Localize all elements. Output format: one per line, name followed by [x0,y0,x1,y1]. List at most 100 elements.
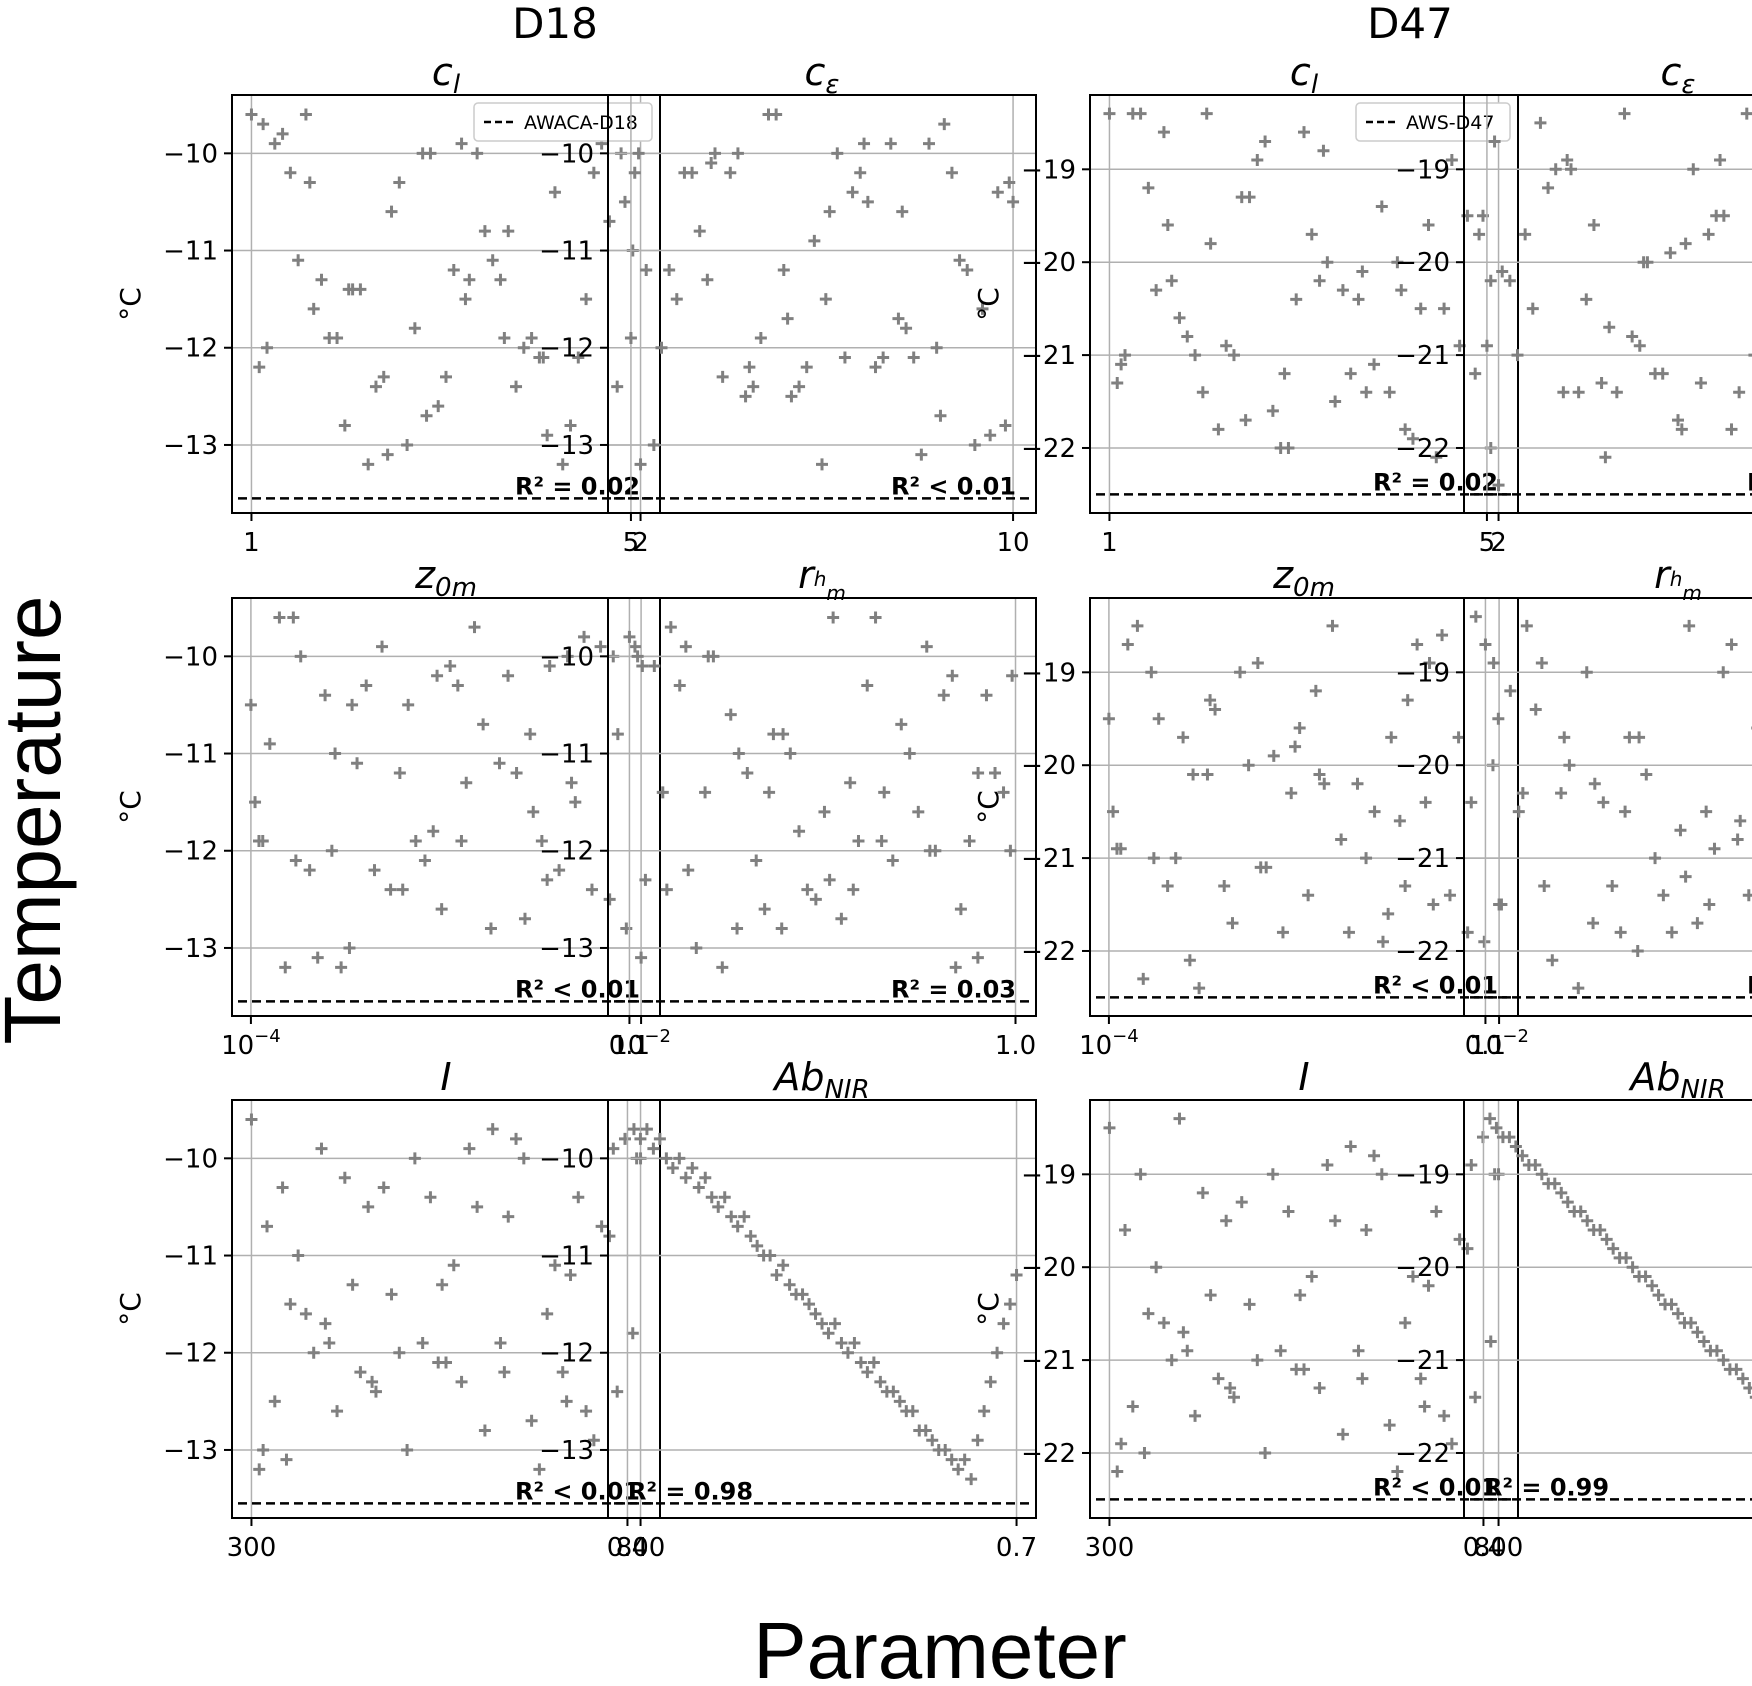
data-point [1581,1214,1594,1227]
data-point [1702,228,1715,241]
data-point [1445,1437,1458,1450]
data-point [869,361,882,374]
data-point [484,922,497,935]
data-point [268,1395,281,1408]
data-point [1452,731,1465,744]
data-point [1620,1251,1633,1264]
y-tick-label: −10 [163,642,218,672]
data-point [1637,256,1650,269]
data-point [1626,330,1639,343]
data-point [543,660,556,673]
data-point [343,941,356,954]
data-point [498,1366,511,1379]
y-tick-label: −20 [1395,1253,1450,1283]
data-point [1438,302,1451,315]
data-point [1226,917,1239,930]
data-point [841,1346,854,1359]
data-point [972,766,985,779]
data-point [978,1405,991,1418]
data-point [692,1181,705,1194]
data-point [486,254,499,267]
data-point [785,390,798,403]
data-point [1196,386,1209,399]
data-point [796,1288,809,1301]
x-tick-label: 2 [632,528,649,558]
data-point [1165,274,1178,287]
data-point [1220,1214,1233,1227]
data-point [624,332,637,345]
data-point [284,166,297,179]
data-point [1161,879,1174,892]
data-point [900,322,913,335]
data-point [639,873,652,886]
data-point [1293,722,1306,735]
data-point [477,718,490,731]
axes-frame [231,94,661,514]
data-point [1317,144,1330,157]
panel-y-unit: °C [114,1292,147,1326]
data-point [1725,423,1738,436]
data-point [1212,423,1225,436]
data-point [647,1142,660,1155]
axes-frame [1089,1099,1519,1519]
data-point [257,1443,270,1456]
data-point [738,1210,751,1223]
data-point [280,1453,293,1466]
data-point [498,332,511,345]
data-point [1111,376,1124,389]
data-point [524,728,537,741]
data-point [705,157,718,170]
data-point [1003,176,1016,189]
data-point [273,611,286,624]
data-point [854,166,867,179]
data-point [303,176,316,189]
data-point [560,1395,573,1408]
data-point [828,1317,841,1330]
y-tick-label: −22 [1021,434,1076,464]
y-tick-label: −21 [1395,341,1450,371]
data-point [1700,805,1713,818]
data-point [656,786,669,799]
data-point [1274,1344,1287,1357]
data-point [705,1191,718,1204]
data-point [747,380,760,393]
y-tick-label: −20 [1021,751,1076,781]
data-point [1546,954,1559,967]
data-point [1734,814,1747,827]
data-point [1603,321,1616,334]
panel-grid: −10−11−12−131 2cl°CR² = 0.02AWACA-D18−10−… [114,50,1752,1563]
data-point [1733,386,1746,399]
data-point [1142,181,1155,194]
data-point [1391,1465,1404,1478]
data-point [1344,1140,1357,1153]
y-tick-label: −10 [163,1144,218,1174]
data-point [647,438,660,451]
data-point [1157,1316,1170,1329]
y-tick-label: −20 [1395,751,1450,781]
x-tick-label: 10−2 [1469,1026,1529,1061]
data-point [878,786,891,799]
data-point [1326,619,1339,632]
data-point [1714,154,1727,167]
data-point [510,766,523,779]
data-point [460,776,473,789]
data-point [1465,1159,1478,1172]
data-point [954,903,967,916]
data-point [1740,107,1752,120]
data-point [384,883,397,896]
data-point [1694,376,1707,389]
data-point [1542,181,1555,194]
data-point [858,137,871,150]
data-point [548,1259,561,1272]
y-tick-label: −20 [1395,248,1450,278]
r-squared-label: R² = 0.03 [891,975,1016,1003]
data-point [1665,1298,1678,1311]
data-point [478,225,491,238]
data-point [920,640,933,653]
data-point [284,1298,297,1311]
data-point [276,1181,289,1194]
data-point [1313,1381,1326,1394]
data-point [338,419,351,432]
data-point [1717,1354,1730,1367]
